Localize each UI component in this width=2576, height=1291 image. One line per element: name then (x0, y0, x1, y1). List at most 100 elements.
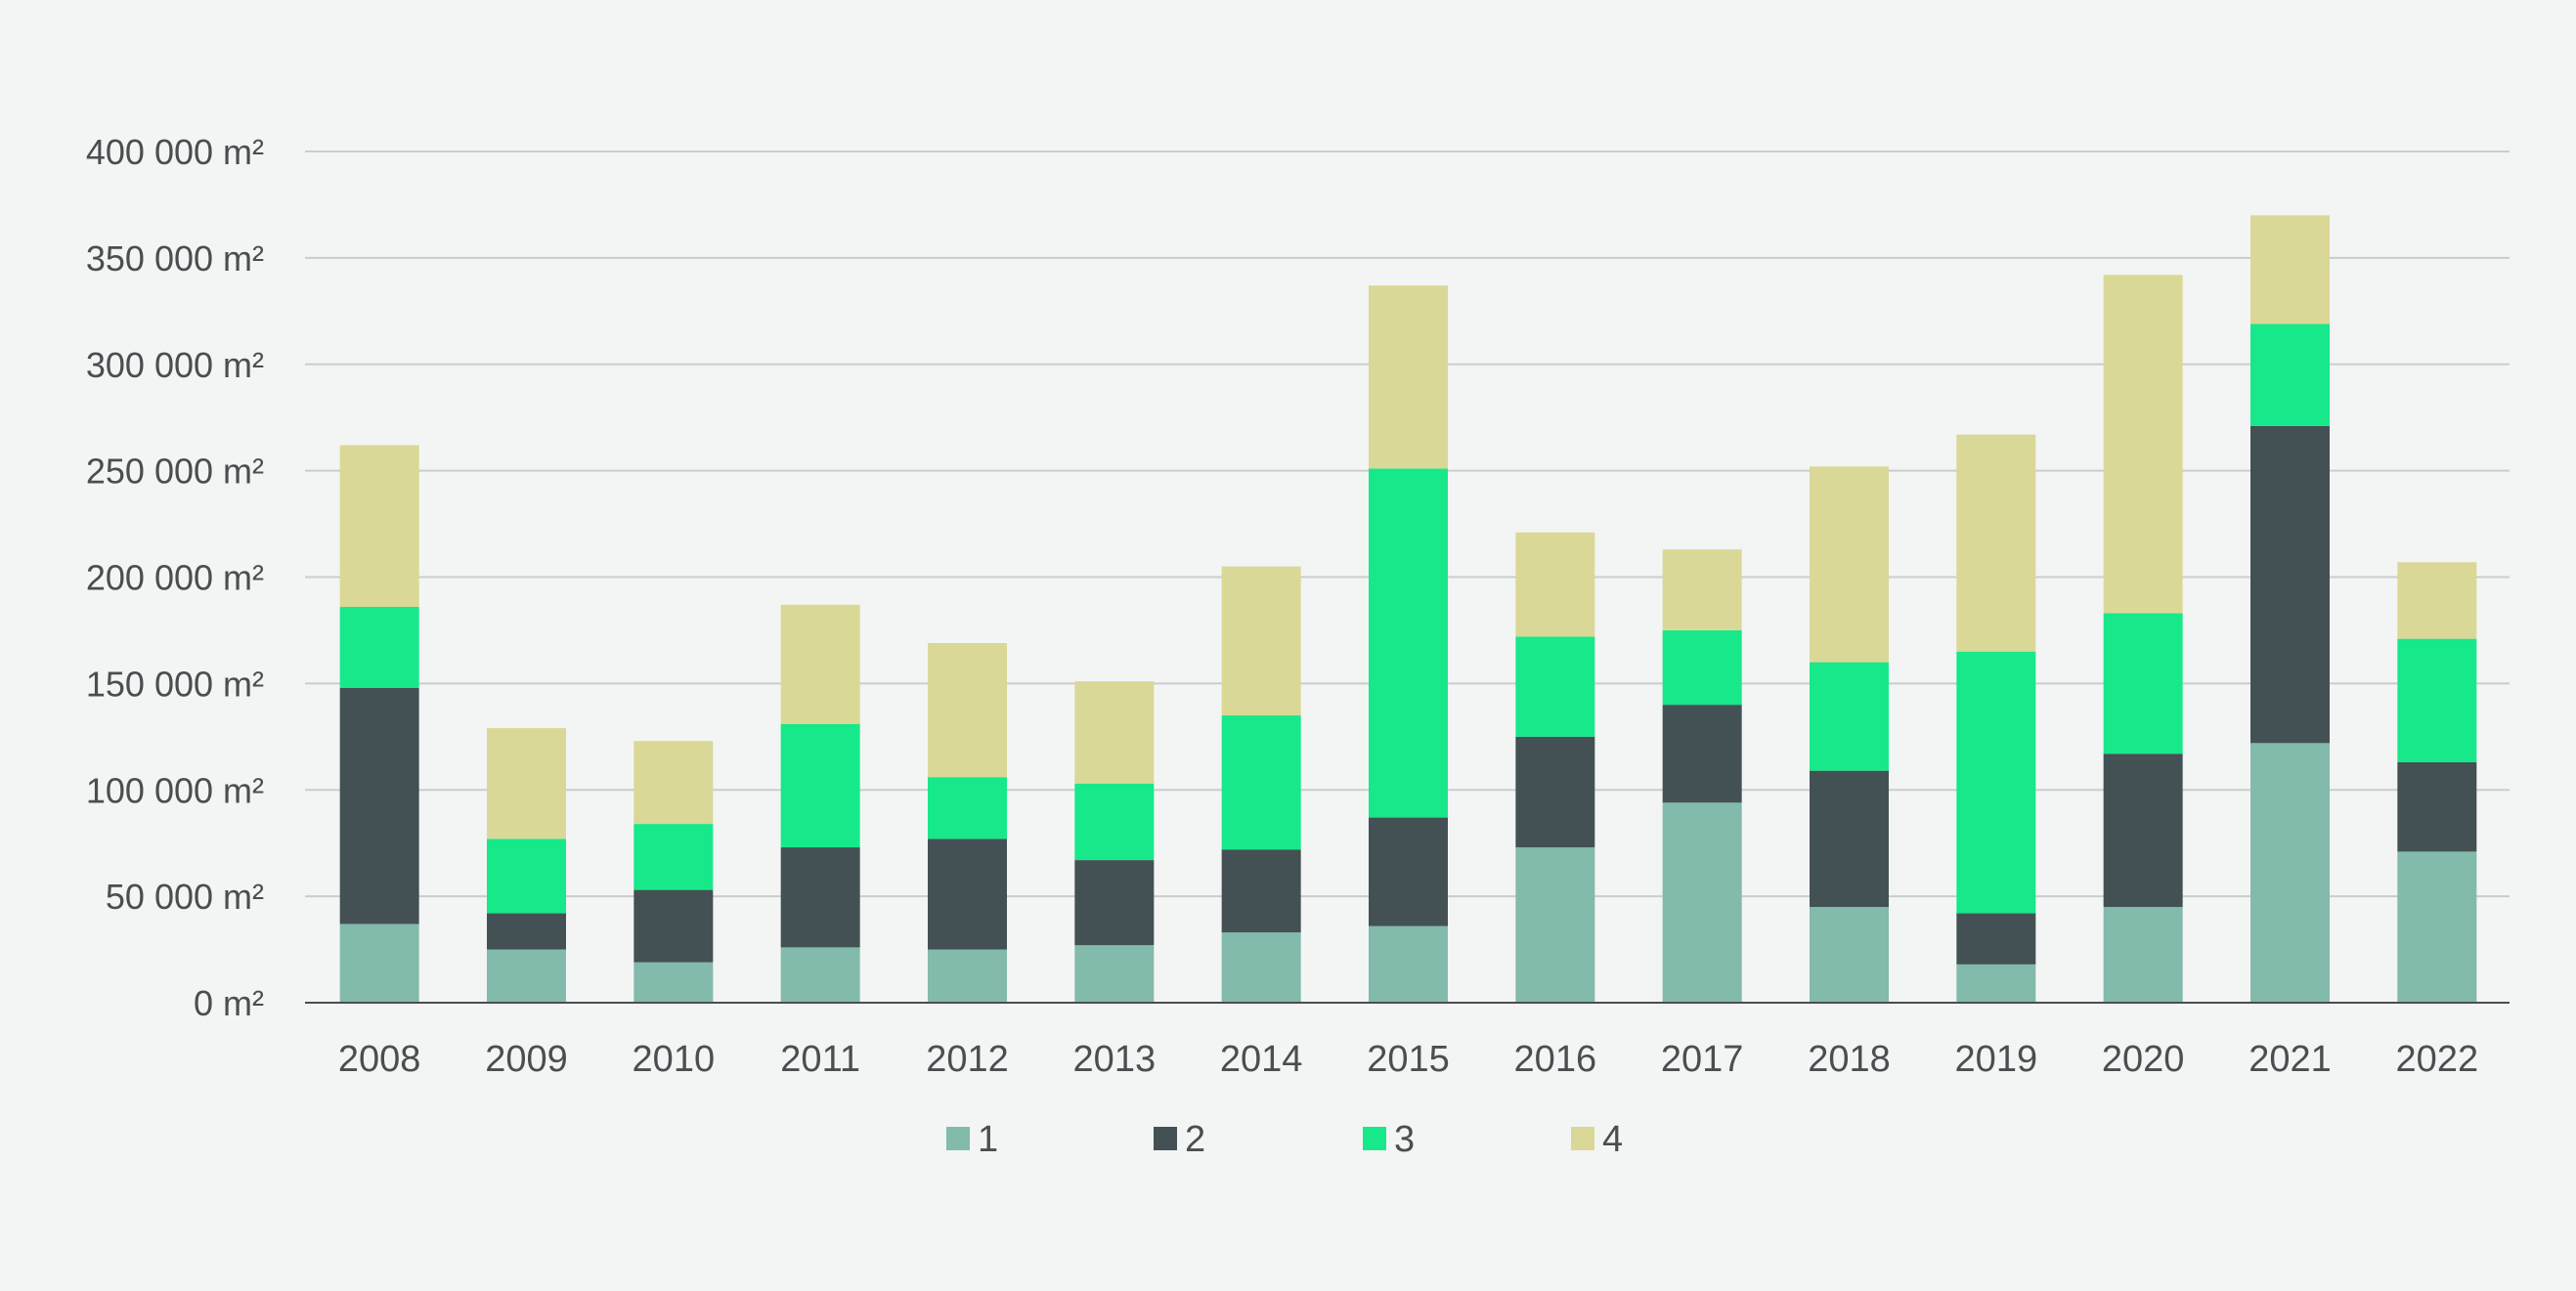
bar-segment-2013-series-3 (1074, 783, 1155, 861)
x-tick-label: 2011 (780, 1039, 860, 1080)
bar-segment-2009-series-2 (487, 913, 566, 950)
x-axis-tick-labels: 2008 2009 2010 2011 2012 2013 2014 2015 2016 2017… (338, 1039, 2478, 1080)
bar-segment-2022-series-1 (2397, 851, 2477, 1003)
x-tick-label: 2010 (633, 1039, 716, 1080)
x-tick-label: 2014 (1220, 1039, 1303, 1080)
x-tick-label: 2008 (338, 1039, 421, 1080)
bar-segment-2015-series-1 (1369, 925, 1448, 1003)
bar-segment-2017-series-2 (1662, 705, 1742, 803)
legend-swatch (946, 1127, 970, 1150)
bar-segment-2022-series-3 (2397, 638, 2477, 762)
bar-segment-2010-series-1 (633, 962, 714, 1003)
y-tick-label: 250 000 m² (86, 452, 264, 492)
bar-segment-2021-series-1 (2250, 743, 2330, 1003)
x-tick-label: 2017 (1661, 1039, 1744, 1080)
bar-segment-2015-series-3 (1369, 468, 1448, 818)
bar-segment-2014-series-1 (1221, 932, 1301, 1003)
bar-segment-2014-series-4 (1221, 566, 1301, 716)
x-tick-label: 2015 (1367, 1039, 1450, 1080)
bar-segment-2017-series-3 (1662, 629, 1742, 706)
bar-segment-2017-series-1 (1662, 802, 1742, 1003)
x-tick-label: 2022 (2396, 1039, 2479, 1080)
bar-segment-2018-series-4 (1810, 466, 1889, 663)
bar-segment-2011-series-3 (780, 723, 860, 848)
bar-segment-2016-series-3 (1515, 636, 1595, 737)
y-tick-label: 50 000 m² (106, 877, 264, 917)
bar-segment-2008-series-1 (339, 924, 419, 1003)
legend-swatch (1154, 1127, 1177, 1150)
bar-segment-2017-series-4 (1662, 549, 1742, 630)
bar-segment-2022-series-2 (2397, 761, 2477, 852)
bar-segment-2010-series-2 (633, 889, 714, 963)
bar-segment-2011-series-4 (780, 604, 860, 724)
bar-segment-2021-series-2 (2250, 425, 2330, 744)
legend-label: 4 (1602, 1119, 1623, 1160)
legend-swatch (1363, 1127, 1386, 1150)
bar-segment-2009-series-1 (487, 949, 566, 1003)
x-tick-label: 2019 (1955, 1039, 2038, 1080)
x-tick-label: 2021 (2249, 1039, 2332, 1080)
bar-segment-2015-series-2 (1369, 817, 1448, 926)
legend-label: 3 (1394, 1119, 1415, 1160)
bar-segment-2019-series-4 (1956, 434, 2036, 652)
legend-swatch (1571, 1127, 1594, 1150)
bar-segment-2013-series-1 (1074, 945, 1155, 1003)
bar-segment-2020-series-2 (2103, 753, 2183, 908)
y-tick-label: 300 000 m² (86, 345, 264, 385)
bar-segment-2014-series-2 (1221, 849, 1301, 933)
legend-item-3: 3 (1363, 1119, 1415, 1160)
legend: 1 2 3 4 (946, 1119, 1623, 1160)
legend-label: 1 (978, 1119, 998, 1160)
bar-segment-2015-series-4 (1369, 285, 1448, 469)
bars (339, 215, 2477, 1003)
bar-segment-2022-series-4 (2397, 562, 2477, 639)
legend-item-1: 1 (946, 1119, 998, 1160)
x-tick-label: 2009 (485, 1039, 568, 1080)
bar-segment-2013-series-2 (1074, 860, 1155, 946)
bar-segment-2014-series-3 (1221, 715, 1301, 850)
bar-segment-2018-series-1 (1810, 907, 1889, 1003)
y-tick-label: 400 000 m² (86, 132, 264, 172)
bar-segment-2019-series-1 (1956, 964, 2036, 1003)
bar-segment-2020-series-4 (2103, 275, 2183, 614)
bar-segment-2019-series-2 (1956, 913, 2036, 965)
x-tick-label: 2018 (1808, 1039, 1891, 1080)
bar-segment-2012-series-1 (928, 949, 1007, 1003)
legend-item-2: 2 (1154, 1119, 1205, 1160)
bar-segment-2019-series-3 (1956, 651, 2036, 914)
bar-segment-2020-series-3 (2103, 613, 2183, 754)
legend-item-4: 4 (1571, 1119, 1623, 1160)
bar-segment-2010-series-4 (633, 741, 714, 825)
x-tick-label: 2013 (1073, 1039, 1157, 1080)
bar-segment-2008-series-4 (339, 445, 419, 607)
bar-segment-2016-series-2 (1515, 736, 1595, 848)
bar-segment-2012-series-2 (928, 839, 1007, 950)
bar-segment-2013-series-4 (1074, 681, 1155, 784)
bar-segment-2021-series-4 (2250, 215, 2330, 324)
bar-segment-2008-series-3 (339, 606, 419, 688)
y-axis-tick-labels: 0 m² 50 000 m² 100 000 m² 150 000 m² 200 000… (86, 132, 264, 1023)
y-tick-label: 150 000 m² (86, 664, 264, 704)
bar-segment-2018-series-3 (1810, 662, 1889, 771)
bar-segment-2012-series-4 (928, 643, 1007, 778)
bar-segment-2009-series-4 (487, 728, 566, 839)
bar-segment-2009-series-3 (487, 839, 566, 914)
bar-segment-2008-series-2 (339, 687, 419, 925)
x-tick-label: 2020 (2102, 1039, 2185, 1080)
y-tick-label: 200 000 m² (86, 558, 264, 598)
bar-segment-2018-series-2 (1810, 770, 1889, 908)
bar-segment-2010-series-3 (633, 824, 714, 890)
bar-segment-2016-series-1 (1515, 847, 1595, 1003)
x-tick-label: 2012 (926, 1039, 1009, 1080)
bar-segment-2012-series-3 (928, 777, 1007, 839)
bar-segment-2011-series-1 (780, 947, 860, 1003)
y-tick-label: 100 000 m² (86, 770, 264, 810)
bar-segment-2020-series-1 (2103, 907, 2183, 1003)
y-tick-label: 350 000 m² (86, 238, 264, 279)
x-tick-label: 2016 (1514, 1039, 1597, 1080)
bar-segment-2016-series-4 (1515, 532, 1595, 637)
bar-segment-2021-series-3 (2250, 323, 2330, 426)
y-tick-label: 0 m² (194, 983, 264, 1023)
legend-label: 2 (1185, 1119, 1205, 1160)
